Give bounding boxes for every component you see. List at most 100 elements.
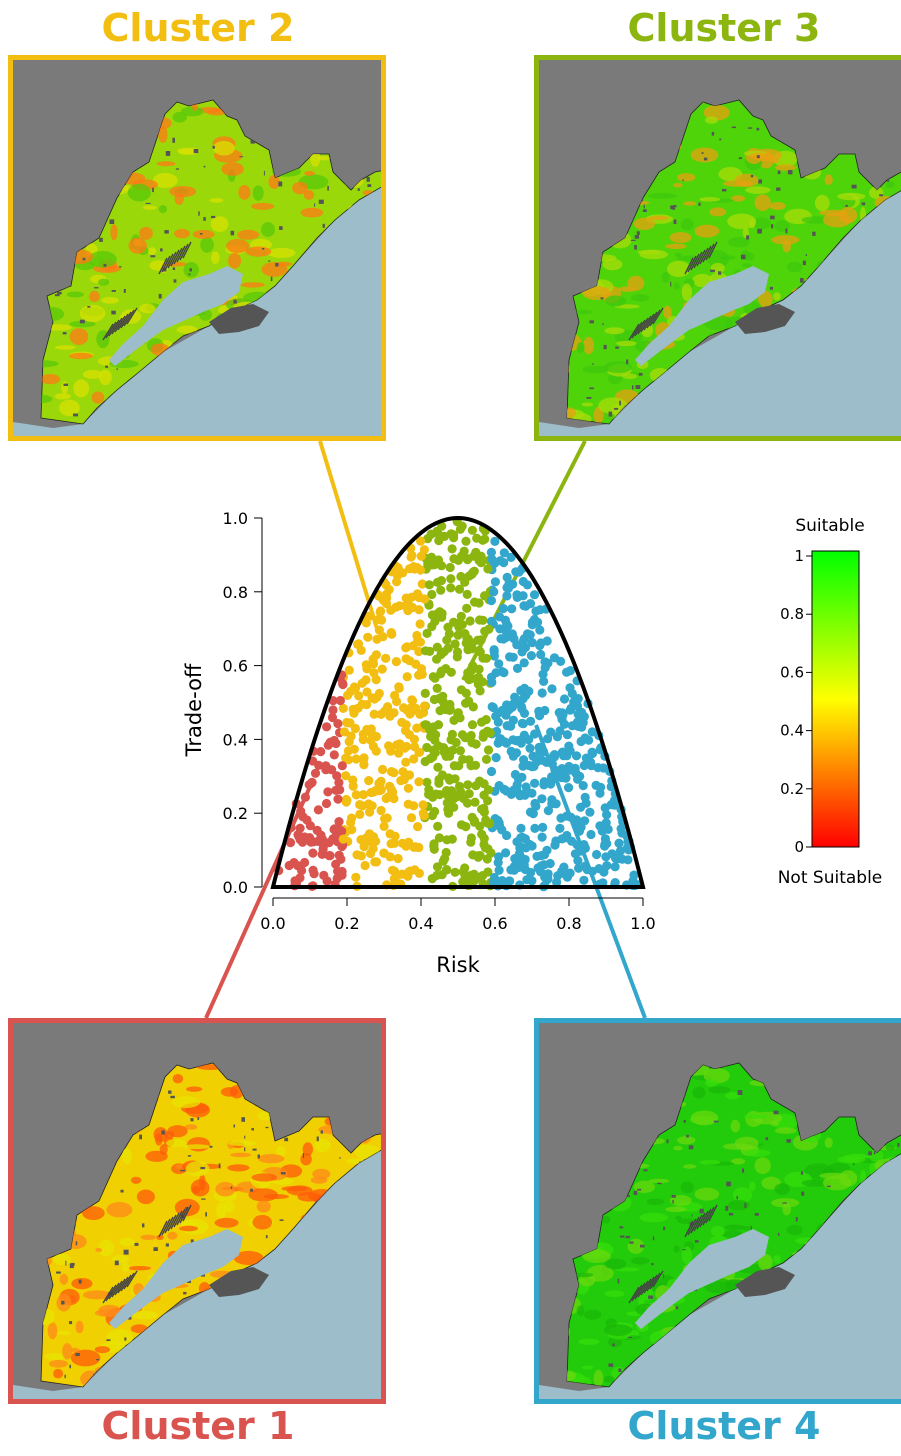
scatter-point (557, 708, 567, 718)
scatter-point (317, 849, 327, 860)
scatter-point (372, 692, 382, 702)
scatter-point (519, 708, 530, 719)
scatter-point (397, 869, 407, 879)
scatter-point (473, 872, 483, 883)
scatter-point (540, 881, 550, 891)
scatter-point (536, 867, 546, 877)
scatter-point (556, 813, 566, 823)
scatter-point (547, 772, 557, 782)
scatter-point (547, 799, 557, 809)
scatter-point (562, 830, 572, 841)
scatter-point (427, 560, 437, 570)
scatter-point (564, 741, 574, 751)
scatter-point (556, 711, 566, 721)
scatter-point (450, 774, 460, 784)
scatter-point (518, 563, 528, 573)
scatter-point (419, 811, 429, 821)
legend-color-bar (811, 550, 860, 848)
scatter-point (426, 731, 436, 742)
scatter-point (481, 754, 492, 765)
scatter-point (471, 739, 481, 749)
scatter-point (539, 860, 549, 870)
scatter-point (309, 837, 319, 847)
scatter-point (488, 877, 498, 888)
scatter-point (391, 602, 401, 612)
scatter-point (308, 881, 318, 891)
scatter-point (362, 664, 372, 674)
scatter-point (274, 866, 284, 876)
scatter-point (400, 726, 411, 736)
scatter-point (407, 550, 417, 561)
scatter-point (516, 685, 526, 696)
scatter-point (463, 645, 473, 655)
scatter-point (385, 781, 395, 791)
scatter-point (386, 767, 397, 777)
scatter-point (416, 664, 427, 674)
scatter-point (352, 850, 362, 860)
scatter-point (457, 620, 467, 630)
scatter-point (389, 768, 399, 778)
scatter-point (300, 792, 310, 802)
scatter-point (543, 874, 553, 885)
scatter-point (493, 738, 503, 748)
scatter-point (511, 736, 521, 746)
scatter-point (290, 876, 300, 886)
scatter-point (457, 730, 468, 740)
scatter-point (433, 762, 443, 772)
scatter-point (598, 878, 608, 888)
scatter-point (351, 754, 361, 764)
scatter-point (506, 789, 516, 800)
scatter-point (483, 844, 493, 854)
scatter-point (602, 810, 612, 820)
scatter-point (547, 759, 557, 769)
y-tick-label: 0.6 (223, 657, 248, 676)
scatter-point (518, 686, 528, 697)
scatter-point (460, 863, 470, 873)
scatter-point (402, 741, 412, 752)
scatter-point (502, 583, 512, 593)
scatter-point (451, 737, 461, 748)
scatter-point (476, 551, 486, 561)
scatter-point (460, 629, 470, 639)
scatter-point (472, 673, 482, 684)
scatter-point (443, 804, 453, 815)
scatter-point (372, 634, 382, 644)
scatter-point (474, 555, 484, 566)
scatter-point (401, 654, 411, 664)
scatter-point (540, 663, 550, 673)
scatter-point (430, 673, 440, 683)
scatter-point (460, 577, 470, 587)
scatter-point (432, 577, 443, 588)
scatter-point (448, 745, 458, 755)
scatter-point (614, 838, 624, 848)
scatter-point (420, 594, 430, 604)
scatter-point (390, 690, 400, 701)
scatter-point (432, 609, 442, 619)
scatter-point (454, 622, 464, 632)
scatter-point (354, 691, 364, 701)
scatter-point (424, 789, 434, 800)
scatter-point (517, 647, 527, 657)
scatter-point (535, 605, 545, 615)
scatter-point (572, 717, 583, 727)
scatter-point (489, 647, 499, 657)
scatter-point (319, 870, 329, 881)
scatter-point (543, 658, 553, 668)
scatter-point (537, 755, 547, 765)
scatter-point (487, 729, 497, 739)
scatter-point (473, 679, 483, 689)
scatter-point (478, 535, 488, 545)
scatter-point (579, 712, 589, 722)
scatter-point (493, 815, 503, 826)
scatter-point (388, 565, 398, 575)
scatter-point (419, 545, 429, 555)
scatter-point (550, 840, 560, 850)
scatter-point (454, 584, 465, 594)
scatter-point (466, 674, 476, 684)
scatter-point (428, 722, 439, 732)
scatter-point (573, 709, 583, 719)
scatter-point (447, 729, 457, 740)
scatter-point (480, 526, 490, 536)
scatter-point (403, 599, 413, 609)
scatter-point (387, 629, 397, 639)
